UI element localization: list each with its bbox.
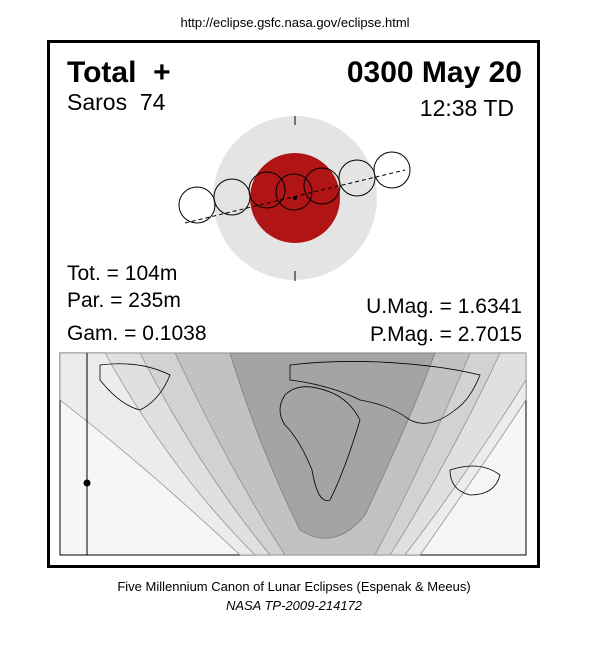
gamma: Gam. = 0.1038	[67, 322, 207, 345]
footer-reference: NASA TP-2009-214172	[226, 598, 363, 613]
visibility-map	[59, 352, 527, 556]
eclipse-type: Total +	[67, 56, 171, 89]
eclipse-geometry	[178, 116, 411, 281]
eclipse-date: 0300 May 20	[347, 56, 522, 89]
umbral-magnitude: U.Mag. = 1.6341	[366, 295, 522, 318]
eclipse-time: 12:38 TD	[420, 95, 514, 121]
partial-duration: Par. = 235m	[67, 289, 181, 312]
totality-duration: Tot. = 104m	[67, 262, 177, 285]
penumbral-magnitude: P.Mag. = 2.7015	[370, 323, 522, 346]
source-url: http://eclipse.gsfc.nasa.gov/eclipse.htm…	[180, 15, 409, 30]
footer-canon: Five Millennium Canon of Lunar Eclipses …	[117, 579, 470, 594]
saros: Saros 74	[67, 89, 166, 115]
